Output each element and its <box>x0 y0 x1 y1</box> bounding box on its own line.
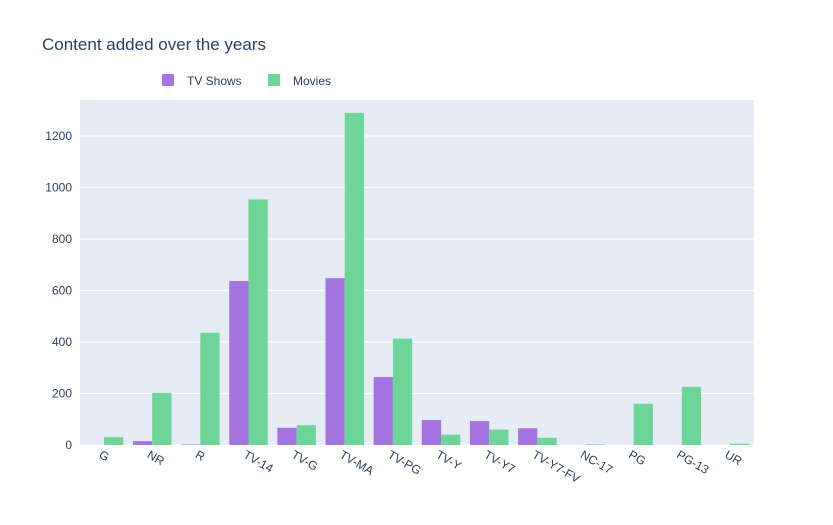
x-tick-label: G <box>97 447 112 464</box>
bar-movies-pg[interactable] <box>633 403 653 445</box>
y-tick-label: 600 <box>52 284 72 298</box>
bar-tv-shows-tv-ma[interactable] <box>325 278 345 445</box>
x-tick-label: TV-Y7 <box>482 447 518 476</box>
y-tick-label: 200 <box>52 387 72 401</box>
legend-item-tv-shows[interactable]: TV Shows <box>162 74 242 88</box>
legend: TV Shows Movies <box>162 74 331 88</box>
bar-tv-shows-tv-y7-fv[interactable] <box>518 428 538 445</box>
x-tick-label: TV-Y <box>434 447 464 472</box>
x-tick-label: UR <box>722 447 744 468</box>
x-axis-ticks: G NR R TV-14 TV-G TV-MA TV-PG TV-Y TV-Y7 TV-Y7-FV… <box>97 447 745 485</box>
y-tick-label: 1000 <box>45 181 72 195</box>
bar-tv-shows-tv-y[interactable] <box>421 420 442 445</box>
bar-movies-pg-13[interactable] <box>681 386 702 445</box>
bar-movies-tv-g[interactable] <box>296 425 316 445</box>
bar-movies-tv-y7[interactable] <box>489 429 509 445</box>
legend-label-movies: Movies <box>293 74 331 88</box>
bar-movies-tv-14[interactable] <box>248 199 268 445</box>
bar-movies-tv-ma[interactable] <box>344 112 365 445</box>
y-tick-label: 800 <box>52 232 72 246</box>
x-tick-label: TV-Y7-FV <box>530 447 583 485</box>
y-tick-label: 400 <box>52 335 72 349</box>
x-tick-label: TV-MA <box>337 447 376 477</box>
bar-tv-shows-r[interactable] <box>181 444 201 445</box>
plot-area <box>80 100 754 445</box>
bar-tv-shows-tv-14[interactable] <box>229 280 249 445</box>
bar-tv-shows-tv-y7[interactable] <box>469 421 490 445</box>
bars <box>104 112 750 445</box>
x-tick-label: R <box>193 447 208 464</box>
chart-title: Content added over the years <box>42 35 266 54</box>
bar-movies-g[interactable] <box>104 437 124 445</box>
bar-movies-tv-y[interactable] <box>441 434 461 445</box>
bar-tv-shows-nr[interactable] <box>132 441 153 445</box>
y-tick-label: 0 <box>65 438 72 452</box>
bar-tv-shows-tv-pg[interactable] <box>373 377 393 445</box>
x-tick-label: TV-G <box>289 447 320 473</box>
y-axis-ticks: 0 200 400 600 800 1000 1200 <box>45 129 72 452</box>
bar-movies-nc-17[interactable] <box>585 444 605 445</box>
x-tick-label: NR <box>145 447 167 468</box>
legend-label-tv-shows: TV Shows <box>187 74 242 88</box>
bar-tv-shows-tv-g[interactable] <box>277 427 297 445</box>
bar-movies-tv-y7-fv[interactable] <box>537 437 557 445</box>
legend-item-movies[interactable]: Movies <box>268 74 331 88</box>
x-tick-label: PG-13 <box>674 447 711 477</box>
x-tick-label: NC-17 <box>578 447 615 477</box>
legend-swatch-tv-shows <box>162 74 174 86</box>
bar-movies-r[interactable] <box>200 332 220 445</box>
bar-movies-ur[interactable] <box>729 443 750 445</box>
bar-movies-tv-pg[interactable] <box>392 338 413 445</box>
x-tick-label: TV-14 <box>241 447 276 475</box>
legend-swatch-movies <box>268 74 280 86</box>
bar-movies-nr[interactable] <box>152 392 172 445</box>
x-tick-label: PG <box>626 447 648 468</box>
x-tick-label: TV-PG <box>385 447 423 477</box>
y-tick-label: 1200 <box>45 129 72 143</box>
